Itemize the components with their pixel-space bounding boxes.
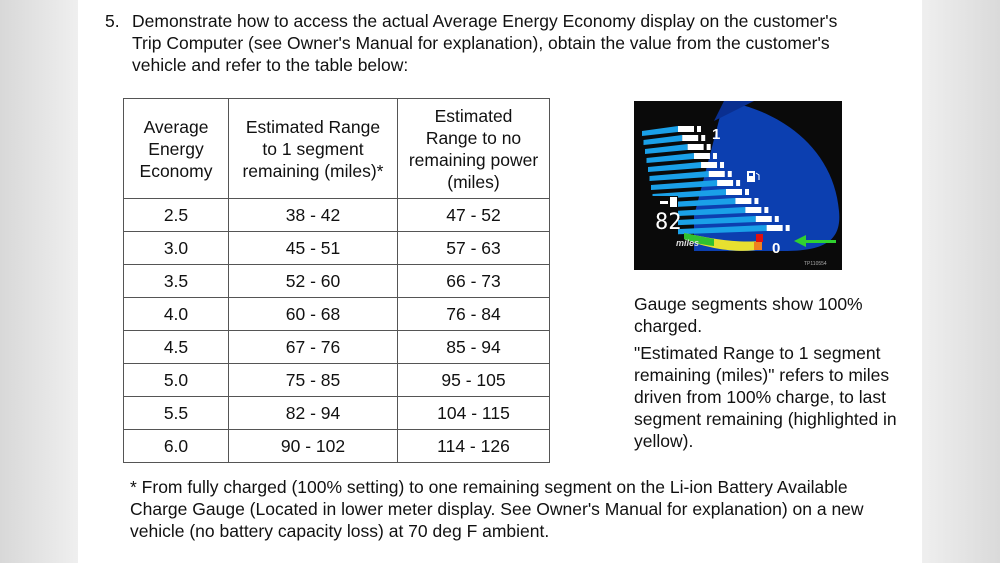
- gauge-tick: [774, 216, 779, 222]
- gauge-tick: [764, 207, 769, 213]
- cell-range-one-segment: 75 - 85: [228, 363, 398, 397]
- step-number: 5.: [105, 11, 120, 31]
- table-row: 5.0 75 - 85 95 - 105: [123, 363, 550, 397]
- gauge-segment: [701, 162, 718, 168]
- gauge-bar: [645, 144, 688, 154]
- gauge-segment: [766, 225, 783, 231]
- gauge-segment: [725, 189, 742, 195]
- cell-range-one-segment: 60 - 68: [228, 297, 398, 331]
- gauge-segment: [735, 198, 752, 204]
- gauge-tick: [706, 144, 711, 150]
- gauge-bar: [657, 216, 756, 226]
- cell-economy: 5.5: [123, 396, 229, 430]
- header-average-energy-economy: Average Energy Economy: [123, 98, 229, 199]
- cell-economy: 4.5: [123, 330, 229, 364]
- fuel-pump-icon: [747, 171, 760, 182]
- green-arrow-left-icon: [794, 235, 836, 247]
- cell-economy: 3.5: [123, 264, 229, 298]
- table-row: 6.0 90 - 102 114 - 126: [123, 429, 550, 463]
- gauge-segments: [642, 126, 790, 235]
- cell-range-no-power: 57 - 63: [397, 231, 550, 265]
- gauge-tick: [736, 180, 741, 186]
- low-segment: [756, 234, 763, 242]
- header-range-one-segment: Estimated Range to 1 segment remaining (…: [228, 98, 398, 199]
- gauge-tick: [701, 135, 706, 141]
- image-code: TP110554: [804, 261, 827, 267]
- gauge-segment: [708, 171, 725, 177]
- table-row: 5.5 82 - 94 104 - 115: [123, 396, 550, 430]
- cell-range-no-power: 104 - 115: [397, 396, 550, 430]
- cell-range-one-segment: 82 - 94: [228, 396, 398, 430]
- table-row: 3.5 52 - 60 66 - 73: [123, 264, 550, 298]
- cell-range-no-power: 114 - 126: [397, 429, 550, 463]
- table-header-row: Average Energy Economy Estimated Range t…: [123, 98, 550, 199]
- gauge-tick: [754, 198, 759, 204]
- gauge-segment: [693, 153, 710, 159]
- cell-economy: 5.0: [123, 363, 229, 397]
- gauge-segment: [717, 180, 734, 186]
- gauge-bar: [651, 180, 718, 190]
- cell-economy: 3.0: [123, 231, 229, 265]
- cell-range-no-power: 66 - 73: [397, 264, 550, 298]
- gauge-segment: [745, 207, 762, 213]
- gauge-tick: [727, 171, 732, 177]
- gauge-bar: [658, 225, 767, 235]
- footnote: * From fully charged (100% setting) to o…: [130, 477, 864, 541]
- cell-economy: 2.5: [123, 198, 229, 232]
- gauge-tick: [712, 153, 717, 159]
- charge-gauge-image: 1 0 82 miles TP110554: [634, 101, 842, 270]
- gauge-tick: [744, 189, 749, 195]
- gauge-bar: [649, 171, 709, 181]
- gauge-segment: [755, 216, 772, 222]
- note-paragraph-2: "Estimated Range to 1 segment remaining …: [634, 343, 897, 451]
- cell-range-no-power: 95 - 105: [397, 363, 550, 397]
- range-unit: miles: [676, 238, 699, 248]
- range-table: Average Energy Economy Estimated Range t…: [123, 98, 550, 463]
- header-range-no-power: Estimated Range to no remaining power (m…: [397, 98, 550, 199]
- range-value: 82: [655, 210, 682, 235]
- cell-range-one-segment: 38 - 42: [228, 198, 398, 232]
- cell-range-no-power: 85 - 94: [397, 330, 550, 364]
- gauge-tick: [785, 225, 790, 231]
- gauge-bar: [648, 162, 702, 172]
- table-row: 2.5 38 - 42 47 - 52: [123, 198, 550, 232]
- cell-range-no-power: 76 - 84: [397, 297, 550, 331]
- arrow-right-icon: [660, 197, 677, 207]
- gauge-segment: [678, 126, 694, 132]
- gauge-tick: [720, 162, 725, 168]
- gauge-segment: [682, 135, 699, 141]
- scale-top-label: 1: [712, 126, 720, 143]
- gauge-segment: [687, 144, 704, 150]
- gauge-tick: [697, 126, 701, 132]
- gauge-bar: [646, 153, 694, 163]
- step-text: Demonstrate how to access the actual Ave…: [132, 11, 838, 75]
- cell-economy: 4.0: [123, 297, 229, 331]
- cell-economy: 6.0: [123, 429, 229, 463]
- table-row: 3.0 45 - 51 57 - 63: [123, 231, 550, 265]
- gauge-bar: [643, 135, 683, 145]
- table-row: 4.0 60 - 68 76 - 84: [123, 297, 550, 331]
- note-paragraph-1: Gauge segments show 100% charged.: [634, 294, 863, 336]
- cell-range-one-segment: 90 - 102: [228, 429, 398, 463]
- cell-range-one-segment: 45 - 51: [228, 231, 398, 265]
- gauge-note: Gauge segments show 100% charged. "Estim…: [634, 293, 924, 452]
- table-row: 4.5 67 - 76 85 - 94: [123, 330, 550, 364]
- cell-range-one-segment: 52 - 60: [228, 264, 398, 298]
- gauge-bar: [642, 126, 678, 136]
- cell-range-no-power: 47 - 52: [397, 198, 550, 232]
- cell-range-one-segment: 67 - 76: [228, 330, 398, 364]
- scale-bottom-label: 0: [772, 240, 780, 257]
